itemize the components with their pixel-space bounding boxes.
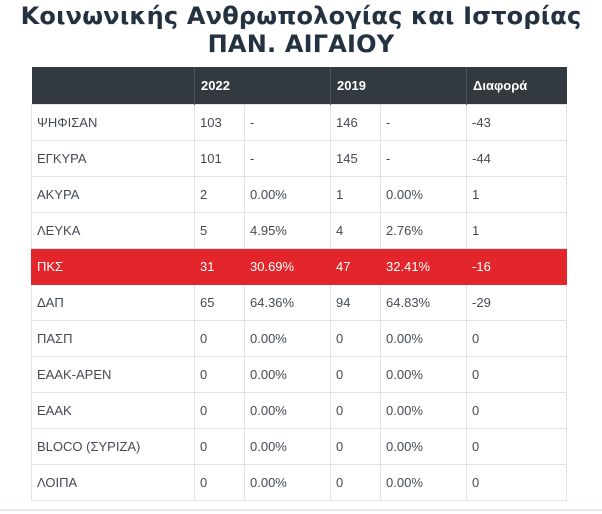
- table-row: ΔΑΠ 65 64.36% 94 64.83% -29: [31, 283, 568, 321]
- votes-2022: 31: [194, 247, 245, 285]
- votes-2019: 0: [330, 391, 382, 429]
- row-label: ΔΑΠ: [31, 283, 195, 321]
- votes-2019: 0: [330, 319, 382, 357]
- title-line-1: Κοινωνικής Ανθρωπολογίας και Ιστορίας: [20, 2, 582, 30]
- difference: 0: [466, 427, 568, 465]
- row-label: ΕΓΚΥΡΑ: [31, 139, 195, 177]
- difference: -44: [466, 139, 568, 177]
- header-2022: 2022: [193, 67, 331, 104]
- header-label: [32, 67, 195, 104]
- votes-2019: 0: [330, 427, 382, 465]
- difference: -16: [466, 247, 568, 285]
- table-row: ΨΗΦΙΣΑΝ 103-146- -43: [31, 103, 568, 141]
- votes-2019: 4: [330, 211, 382, 249]
- table-row: ΛΕΥΚΑ 5 4.95% 4 2.76% 1: [31, 211, 568, 249]
- row-label: ΠΑΣΠ: [31, 319, 195, 357]
- table-body: ΨΗΦΙΣΑΝ 103-146- -43 ΕΓΚΥΡΑ 101-145- -44 ΑΚΥΡΑ…: [31, 103, 568, 501]
- table-row: ΠΑΣΠ 0 0.00% 0 0.00% 0: [31, 319, 568, 357]
- row-label: ΛΟΙΠΑ: [31, 463, 195, 501]
- difference: 0: [466, 319, 568, 357]
- difference: 1: [466, 175, 568, 213]
- votes-2019: 94: [330, 283, 382, 321]
- row-label: ΨΗΦΙΣΑΝ: [31, 103, 195, 141]
- percent-2019: 32.41%: [380, 247, 468, 285]
- difference: 0: [466, 355, 568, 393]
- votes-2019: 0: [330, 463, 382, 501]
- percent-2019: 64.83%: [380, 283, 468, 321]
- votes-2019: 146: [330, 103, 382, 141]
- votes-2022: 0: [194, 463, 245, 501]
- votes-2022: 2: [194, 175, 245, 213]
- row-label: ΕΑΑΚ: [31, 391, 195, 429]
- difference: -43: [466, 103, 568, 141]
- table-row: ΑΚΥΡΑ 2 0.00% 1 0.00% 1: [31, 175, 568, 213]
- percent-2022: 4.95%: [243, 211, 332, 249]
- votes-2022: 103: [194, 103, 245, 141]
- percent-2019: 0.00%: [380, 319, 468, 357]
- difference: -29: [466, 283, 568, 321]
- percent-2019: 0.00%: [380, 175, 468, 213]
- table-row: ΕΑΑΚ-ΑΡΕΝ 0 0.00% 0 0.00% 0: [31, 355, 568, 393]
- percent-2022: 0.00%: [243, 355, 332, 393]
- percent-2019: -: [380, 139, 468, 177]
- row-label: BLOCO (ΣΥΡΙΖΑ): [31, 427, 195, 465]
- votes-2019: 0: [330, 355, 382, 393]
- percent-2022: -: [243, 139, 332, 177]
- table-row: ΕΓΚΥΡΑ 101-145- -44: [31, 139, 568, 177]
- votes-2019: 145: [330, 139, 382, 177]
- row-label: ΕΑΑΚ-ΑΡΕΝ: [31, 355, 195, 393]
- bottom-divider: [0, 509, 602, 511]
- percent-2019: 0.00%: [380, 463, 468, 501]
- percent-2022: 30.69%: [243, 247, 332, 285]
- percent-2019: 0.00%: [380, 391, 468, 429]
- title-line-2: ΠΑΝ. ΑΙΓΑΙΟΥ: [207, 30, 395, 58]
- votes-2022: 101: [194, 139, 245, 177]
- votes-2019: 47: [330, 247, 382, 285]
- votes-2022: 0: [194, 391, 245, 429]
- header-difference: Διαφορά: [466, 67, 567, 104]
- table-row: ΛΟΙΠΑ 0 0.00% 0 0.00% 0: [31, 463, 568, 501]
- votes-2019: 1: [330, 175, 382, 213]
- page-title: Κοινωνικής Ανθρωπολογίας και Ιστορίας ΠΑ…: [0, 2, 602, 58]
- table-row: ΠΚΣ 31 30.69% 47 32.41% -16: [31, 247, 568, 285]
- difference: 0: [466, 463, 568, 501]
- results-table: 2022 2019 Διαφορά ΨΗΦΙΣΑΝ 103-146- -43 ΕΓΚΥ…: [31, 67, 568, 501]
- row-label: ΛΕΥΚΑ: [31, 211, 195, 249]
- table-row: ΕΑΑΚ 0 0.00% 0 0.00% 0: [31, 391, 568, 429]
- table-header-row: 2022 2019 Διαφορά: [31, 67, 567, 104]
- percent-2019: 0.00%: [380, 427, 468, 465]
- percent-2022: 0.00%: [243, 175, 332, 213]
- difference: 1: [466, 211, 568, 249]
- percent-2019: 2.76%: [380, 211, 468, 249]
- percent-2022: 64.36%: [243, 283, 332, 321]
- percent-2022: 0.00%: [243, 463, 332, 501]
- percent-2022: -: [243, 103, 332, 141]
- votes-2022: 0: [194, 427, 245, 465]
- header-2019: 2019: [330, 67, 467, 104]
- difference: 0: [466, 391, 568, 429]
- row-label: ΠΚΣ: [31, 247, 195, 285]
- percent-2019: -: [380, 103, 468, 141]
- votes-2022: 0: [194, 319, 245, 357]
- percent-2022: 0.00%: [243, 319, 332, 357]
- votes-2022: 5: [194, 211, 245, 249]
- votes-2022: 0: [194, 355, 245, 393]
- percent-2022: 0.00%: [243, 391, 332, 429]
- percent-2019: 0.00%: [380, 355, 468, 393]
- percent-2022: 0.00%: [243, 427, 332, 465]
- row-label: ΑΚΥΡΑ: [31, 175, 195, 213]
- votes-2022: 65: [194, 283, 245, 321]
- table-row: BLOCO (ΣΥΡΙΖΑ) 0 0.00% 0 0.00% 0: [31, 427, 568, 465]
